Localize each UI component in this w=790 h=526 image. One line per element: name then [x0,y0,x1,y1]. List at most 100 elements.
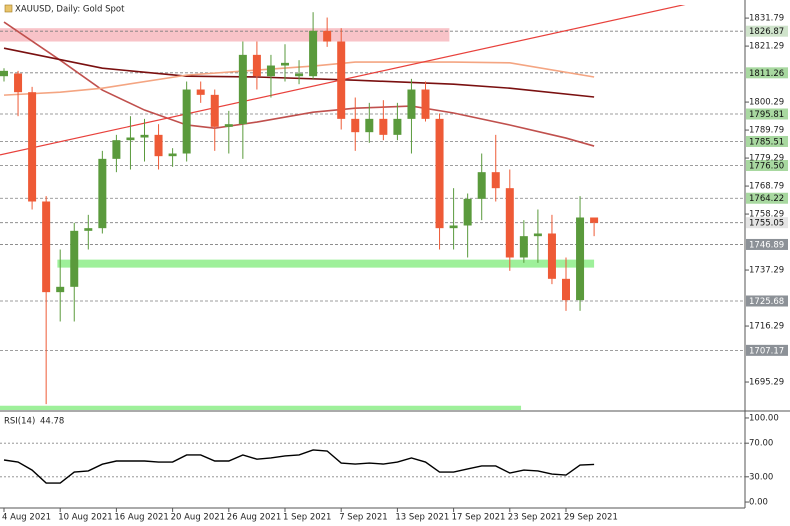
candle-body [547,233,556,279]
level-label: 1707.17 [749,346,784,356]
candle-body [196,89,205,95]
candle-body [379,118,388,135]
candle-body [407,89,416,119]
symbol-icon [4,4,13,13]
x-tick-label: 16 Aug 2021 [114,513,168,523]
x-tick-label: 20 Aug 2021 [171,513,225,523]
candle-body [0,70,8,77]
y-tick-label: 1737.29 [749,266,784,276]
candle-body [533,233,542,237]
rsi-line [3,449,595,484]
y-tick-label: 1758.29 [749,210,784,220]
rsi-title: RSI(14) [4,417,35,427]
level-label: 1826.87 [749,27,784,37]
candle-body [126,137,135,141]
candle-body [154,134,163,157]
y-tick-label: 1716.29 [749,322,784,332]
candle-body [463,198,472,226]
level-box [746,238,788,250]
candle-body [351,118,360,133]
candle-body [224,124,233,127]
level-label: 1725.68 [749,297,784,307]
candle-body [112,140,121,159]
candle-body [393,118,402,135]
candle-body [323,30,332,42]
candle-body [168,153,177,157]
x-tick-label: 4 Aug 2021 [2,513,51,523]
candle-body [519,236,528,258]
candle-body [421,89,430,119]
x-tick-label: 26 Aug 2021 [227,513,281,523]
y-tick-label: 1800.29 [749,98,784,108]
chart-title: XAUUSD, Daily: Gold Spot [15,5,125,15]
level-box [746,67,788,79]
y-tick-label: 1695.29 [749,378,784,388]
candle-body [365,118,374,133]
level-label: 1811.26 [749,69,784,79]
level-box [746,135,788,147]
candle-body [562,278,570,301]
x-tick-label: 29 Sep 2021 [564,513,618,523]
zone [0,405,522,410]
price-plot [0,5,745,410]
y-tick-label: 30.00 [749,472,773,482]
x-tick-label: 1 Sep 2021 [283,513,331,523]
level-box [746,25,788,37]
level-box [746,192,788,204]
x-tick-label: 13 Sep 2021 [395,513,449,523]
y-tick-label: 70.00 [749,439,773,449]
candle-body [42,201,51,293]
candle-body [140,134,149,138]
level-box [746,217,788,229]
candle-body [210,94,219,127]
candle-body [449,225,458,229]
y-tick-label: 1779.29 [749,154,784,164]
candle-body [98,158,107,229]
candle-body [56,286,65,293]
level-label: 1746.89 [749,240,784,250]
level-label: 1755.05 [749,219,784,229]
x-tick-label: 17 Sep 2021 [452,513,506,523]
candle-body [14,73,23,93]
level-label: 1776.50 [749,162,784,172]
level-label: 1795.81 [749,110,784,120]
candle-body [238,54,247,125]
rsi-plot [0,442,745,484]
candle-body [295,73,304,77]
level-box [746,108,788,120]
level-label: 1764.22 [749,194,784,204]
level-box [746,344,788,356]
candle-body [435,118,444,229]
candle-body [337,41,346,119]
candle-body [266,65,275,77]
level-box [746,295,788,307]
zone [57,259,595,268]
y-tick-label: 1789.79 [749,126,784,136]
candle-body [491,172,500,189]
rsi-value: 44.78 [40,417,64,427]
x-tick-label: 10 Aug 2021 [58,513,112,523]
candle-body [70,230,79,287]
candle-body [576,217,585,301]
x-tick-label: 23 Sep 2021 [508,513,562,523]
zone [0,28,450,42]
trendline [0,5,686,156]
level-label: 1785.51 [749,137,784,147]
candle-body [28,92,37,202]
moving-average [3,47,595,98]
y-tick-label: 0.00 [749,498,768,508]
candle-body [309,30,318,77]
y-tick-label: 100.00 [749,413,779,423]
x-tick-label: 7 Sep 2021 [339,513,387,523]
moving-average [3,21,595,147]
candle-body [590,217,599,223]
y-tick-label: 1831.79 [749,14,784,24]
y-tick-label: 1768.79 [749,182,784,192]
candle-body [84,228,93,231]
candle-body [182,89,191,154]
candle-body [252,54,261,77]
candle-body [281,62,289,66]
candle-body [505,188,514,258]
